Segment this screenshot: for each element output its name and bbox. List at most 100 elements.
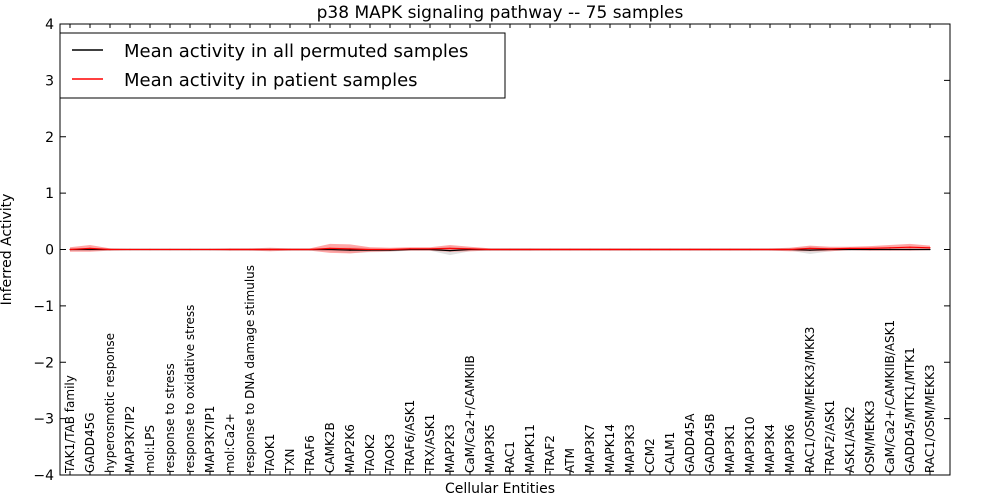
- y-axis-label: Inferred Activity: [0, 194, 15, 306]
- data-point-1-4: [149, 248, 151, 251]
- x-tick-label-41: CaM/Ca2+/CAMKIIB/ASK1: [883, 320, 897, 473]
- series-band-1: [70, 243, 930, 254]
- data-point-1-38: [829, 248, 831, 250]
- data-point-1-15: [369, 248, 371, 251]
- x-tick-label-35: MAP3K4: [763, 424, 777, 473]
- x-tick-label-1: GADD45G: [83, 412, 97, 473]
- y-tick-label-2: −2: [33, 355, 54, 371]
- data-point-1-33: [729, 248, 731, 251]
- x-tick-label-25: ATM: [563, 448, 577, 473]
- x-tick-label-0: TAK1/TAB family: [63, 375, 77, 474]
- x-tick-label-27: MAPK14: [603, 424, 617, 473]
- data-point-1-11: [289, 248, 291, 251]
- x-tick-label-6: response to oxidative stress: [183, 305, 197, 473]
- x-tick-label-12: TRAF6: [303, 435, 317, 474]
- data-point-0-1: [89, 248, 91, 251]
- x-tick-label-4: mol:LPS: [143, 425, 157, 473]
- series-line-1: [69, 246, 931, 251]
- data-point-1-31: [689, 248, 691, 251]
- data-point-1-0: [69, 248, 71, 251]
- y-tick-label-0: −4: [33, 468, 54, 484]
- x-tick-label-36: MAP3K6: [783, 424, 797, 473]
- data-point-1-2: [109, 248, 111, 251]
- x-tick-label-24: TRAF2: [543, 435, 557, 474]
- x-tick-label-7: MAP3K7IP1: [203, 406, 217, 473]
- x-tick-label-23: MAPK11: [523, 424, 537, 473]
- data-point-0-37: [809, 249, 811, 251]
- data-point-1-25: [569, 248, 571, 251]
- data-point-1-9: [249, 248, 251, 251]
- data-point-1-6: [189, 248, 191, 251]
- data-point-1-18: [429, 248, 431, 250]
- x-tick-label-31: GADD45A: [683, 413, 697, 473]
- data-point-0-40: [869, 248, 871, 251]
- x-tick-label-9: response to DNA damage stimulus: [243, 265, 257, 473]
- x-tick-label-30: CALM1: [663, 432, 677, 473]
- x-tick-label-26: MAP3K7: [583, 424, 597, 473]
- data-point-1-5: [169, 248, 171, 251]
- data-point-1-8: [229, 248, 231, 251]
- data-point-1-32: [709, 248, 711, 251]
- series-lines: [69, 246, 931, 252]
- x-tick-label-43: RAC1/OSM/MEKK3: [923, 364, 937, 473]
- data-point-1-39: [849, 247, 851, 249]
- x-tick-label-17: TRAF6/ASK1: [403, 400, 417, 474]
- data-point-1-7: [209, 248, 211, 251]
- x-tick-label-3: MAP3K7IP2: [123, 406, 137, 473]
- data-point-1-43: [929, 247, 931, 249]
- data-point-0-14: [349, 249, 351, 251]
- data-point-1-12: [309, 248, 311, 251]
- data-point-1-20: [469, 248, 471, 250]
- data-point-1-21: [489, 248, 491, 251]
- x-tick-label-34: MAP3K10: [743, 416, 757, 473]
- data-point-1-29: [649, 248, 651, 251]
- y-tick-label-6: 2: [45, 130, 54, 146]
- x-tick-label-13: CAMK2B: [323, 422, 337, 473]
- x-tick-label-32: GADD45B: [703, 414, 717, 474]
- x-tick-label-15: TAOK2: [363, 434, 377, 474]
- data-point-1-41: [889, 247, 891, 249]
- x-tick-label-11: TXN: [283, 448, 297, 474]
- x-tick-label-18: TRX/ASK1: [423, 414, 437, 474]
- data-point-1-34: [749, 248, 751, 251]
- y-tick-label-3: −1: [33, 299, 54, 315]
- x-tick-label-8: mol:Ca2+: [223, 413, 237, 473]
- x-tick-label-38: TRAF2/ASK1: [823, 400, 837, 474]
- legend-box: [59, 32, 506, 99]
- x-tick-label-10: TAOK1: [263, 434, 277, 474]
- x-tick-label-39: ASK1/ASK2: [843, 406, 857, 473]
- data-point-1-22: [509, 248, 511, 251]
- data-point-1-19: [449, 247, 451, 249]
- x-tick-label-37: RAC1/OSM/MEKK3/MKK3: [803, 327, 817, 473]
- x-axis-label: Cellular Entities: [445, 481, 555, 497]
- y-axis: −4 −3 −2 −1 0 1 2 3 4: [33, 17, 950, 484]
- data-point-1-17: [409, 248, 411, 250]
- y-tick-label-1: −3: [33, 412, 54, 428]
- data-point-1-40: [869, 247, 871, 249]
- x-tick-label-40: OSM/MEKK3: [863, 400, 877, 473]
- y-tick-label-4: 0: [45, 243, 54, 259]
- data-point-0-41: [889, 248, 891, 251]
- data-point-1-24: [549, 248, 551, 251]
- x-tick-label-42: GADD45/MTK1/MTK1: [903, 347, 917, 473]
- data-point-1-13: [329, 247, 331, 249]
- x-tick-label-28: MAP3K3: [623, 424, 637, 473]
- variance-bands: [70, 243, 930, 256]
- x-tick-label-20: CaM/Ca2+/CAMKIIB: [463, 355, 477, 473]
- data-point-0-39: [849, 248, 851, 251]
- y-tick-label-7: 3: [45, 73, 54, 89]
- data-point-1-23: [529, 248, 531, 251]
- x-tick-label-16: TAOK3: [383, 434, 397, 474]
- chart-title: p38 MAPK signaling pathway -- 75 samples: [317, 3, 684, 23]
- data-point-1-10: [269, 248, 271, 251]
- x-tick-label-22: RAC1: [503, 441, 517, 473]
- data-point-0-13: [329, 248, 331, 251]
- legend-entry-permuted: Mean activity in all permuted samples: [124, 41, 468, 62]
- x-tick-label-2: hyperosmotic response: [103, 333, 117, 473]
- data-point-1-37: [809, 247, 811, 249]
- x-tick-label-19: MAP2K3: [443, 424, 457, 473]
- data-point-0-42: [909, 248, 911, 251]
- data-point-1-3: [129, 248, 131, 251]
